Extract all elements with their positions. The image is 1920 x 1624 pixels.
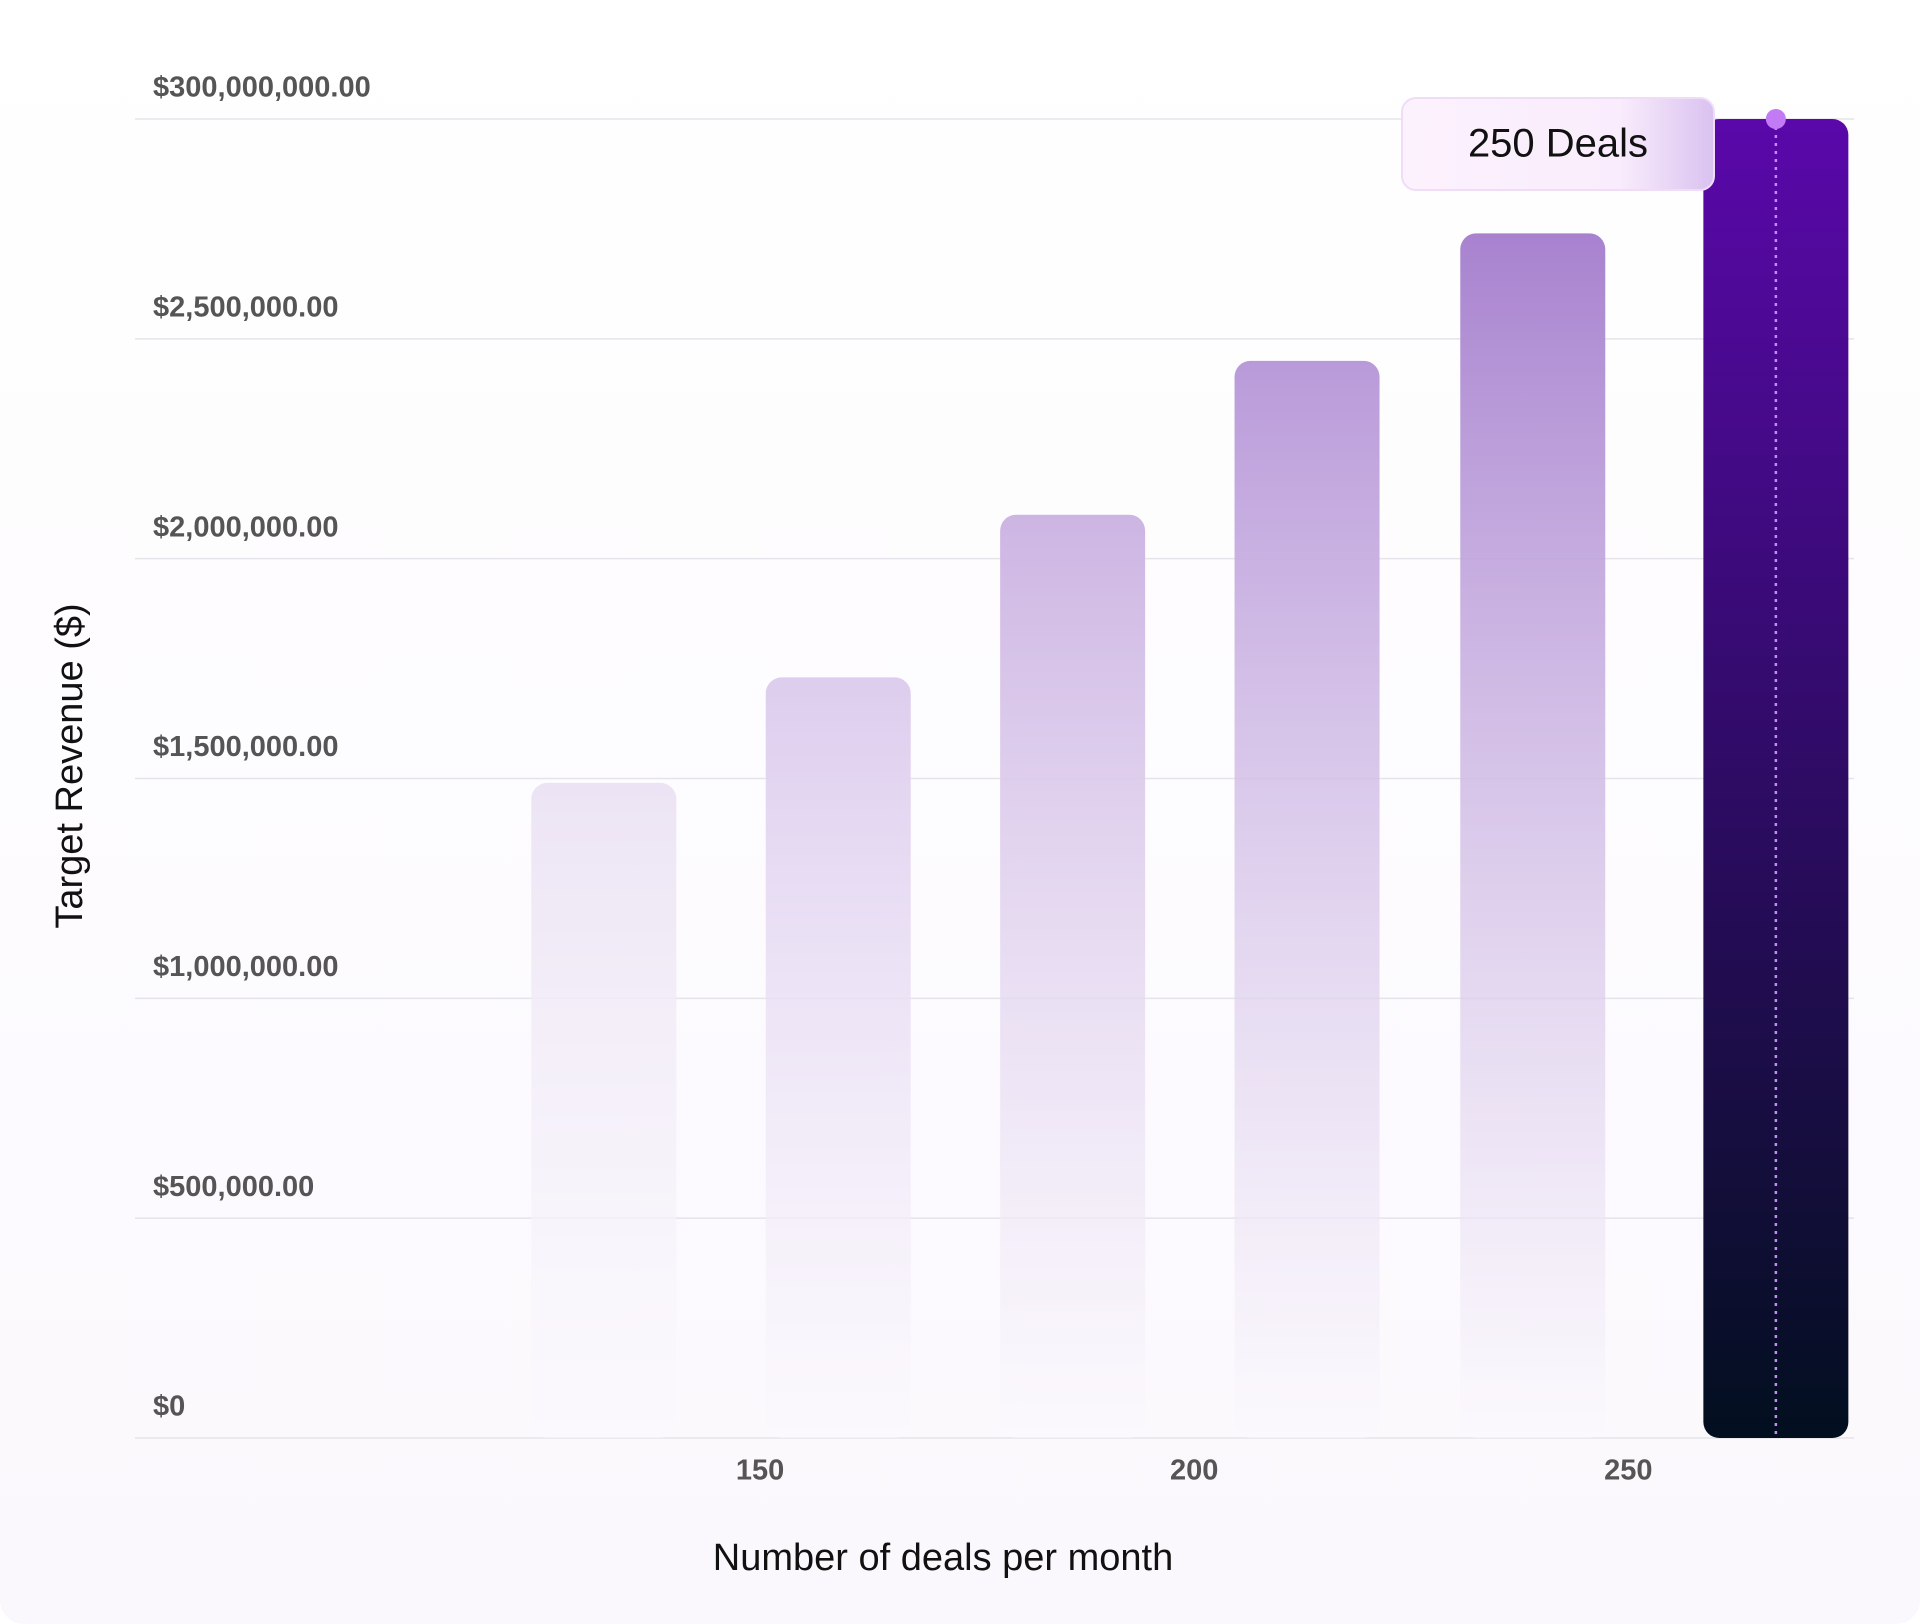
bar [1000,514,1146,1438]
x-tick-label: 200 [1170,1455,1218,1487]
x-tick-label: 150 [736,1455,784,1487]
y-tick-label: $500,000.00 [153,1171,314,1203]
bar [531,782,677,1438]
tooltip [1401,97,1715,191]
x-tick-label: 250 [1604,1455,1652,1487]
y-tick-label: $300,000,000.00 [153,72,371,104]
y-axis-title: Target Revenue ($) [49,603,91,928]
bar [1234,360,1380,1439]
hover-dot [1765,109,1786,129]
y-tick-label: $1,500,000.00 [153,731,338,763]
tooltip-text: 250 Deals [1468,122,1648,166]
bar [1703,119,1849,1438]
bar [1460,233,1606,1438]
y-tick-label: $1,000,000.00 [153,951,338,983]
bar [765,677,911,1438]
y-tick-label: $0 [153,1391,185,1423]
y-tick-label: $2,500,000.00 [153,291,338,323]
y-tick-label: $2,000,000.00 [153,511,338,543]
x-axis-title: Number of deals per month [713,1537,1173,1579]
